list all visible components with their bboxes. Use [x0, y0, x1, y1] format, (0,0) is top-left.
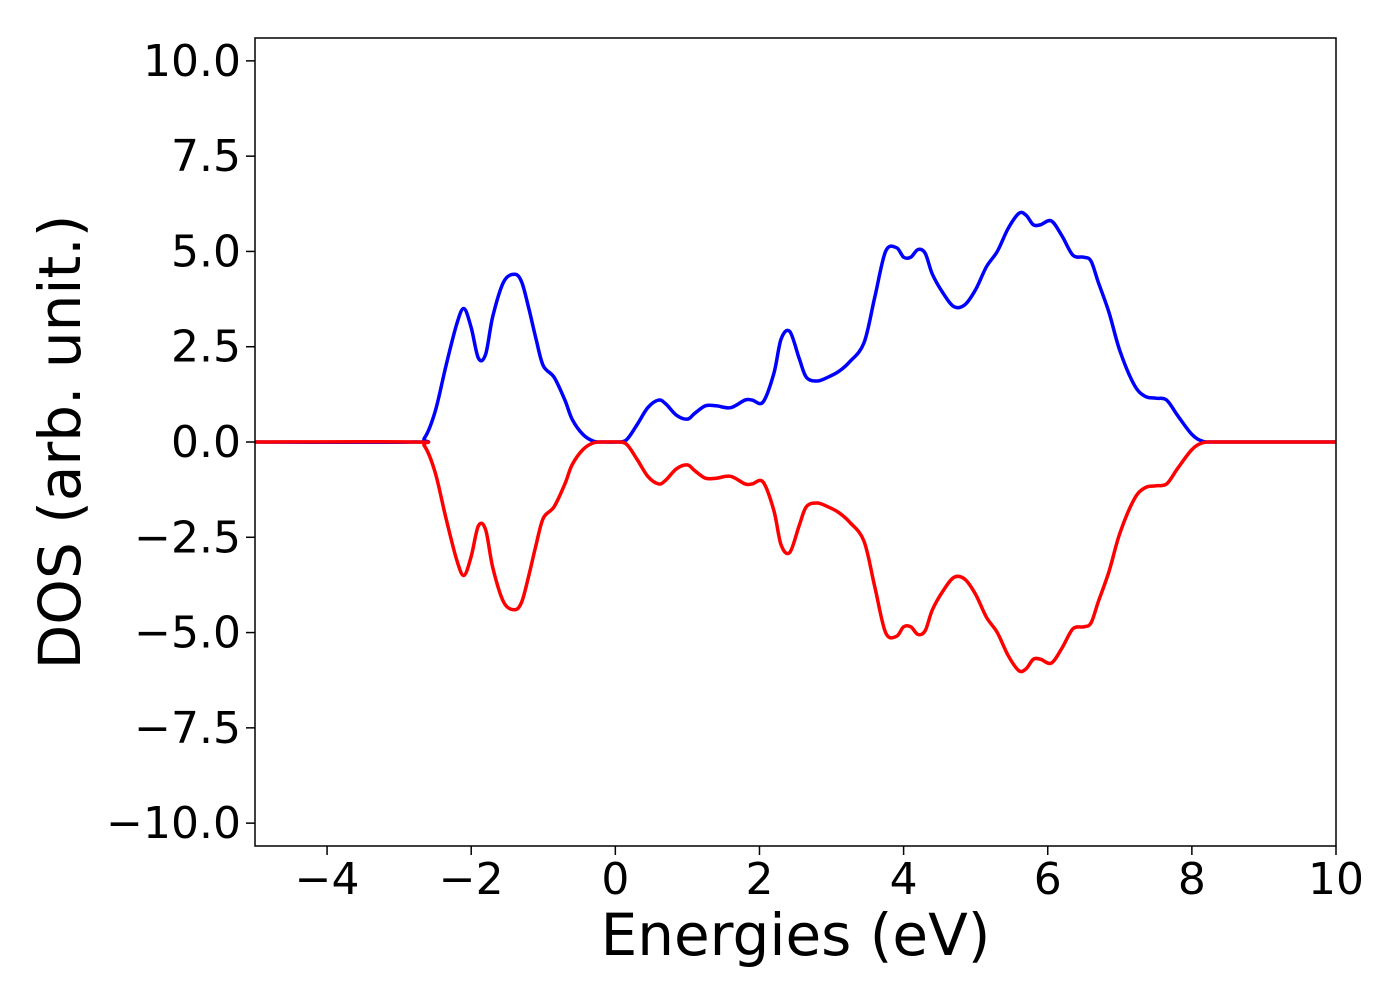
series-layer [254, 210, 1336, 674]
x-tick-label: 10 [1308, 854, 1364, 905]
y-tick-label: 2.5 [171, 322, 241, 373]
y-tick-label: −5.0 [134, 608, 241, 659]
series-line-2 [254, 439, 1336, 674]
y-axis-title: DOS (arb. unit.) [26, 215, 94, 670]
x-tick-label: 2 [745, 854, 773, 905]
x-tick-label: 0 [601, 854, 629, 905]
x-tick-label: −2 [439, 854, 504, 905]
x-tick-label: −4 [295, 854, 360, 905]
x-tick-label: 8 [1178, 854, 1206, 905]
y-tick-label: 7.5 [171, 131, 241, 182]
y-tick-label: −7.5 [134, 703, 241, 754]
y-tick-label: 10.0 [143, 36, 241, 87]
x-axis: −4 −2 0 2 4 6 8 10 [295, 846, 1364, 905]
x-axis-title: Energies (eV) [601, 901, 991, 969]
y-tick-label: −10.0 [106, 798, 241, 849]
y-tick-label: 5.0 [171, 226, 241, 277]
y-axis: 10.0 7.5 5.0 2.5 0.0 −2.5 −5.0 −7.5 −10.0 [106, 36, 255, 849]
x-tick-label: 6 [1034, 854, 1062, 905]
y-tick-label: −2.5 [134, 512, 241, 563]
x-tick-label: 4 [890, 854, 918, 905]
y-tick-label: 0.0 [171, 417, 241, 468]
series-line-1 [254, 210, 1336, 445]
